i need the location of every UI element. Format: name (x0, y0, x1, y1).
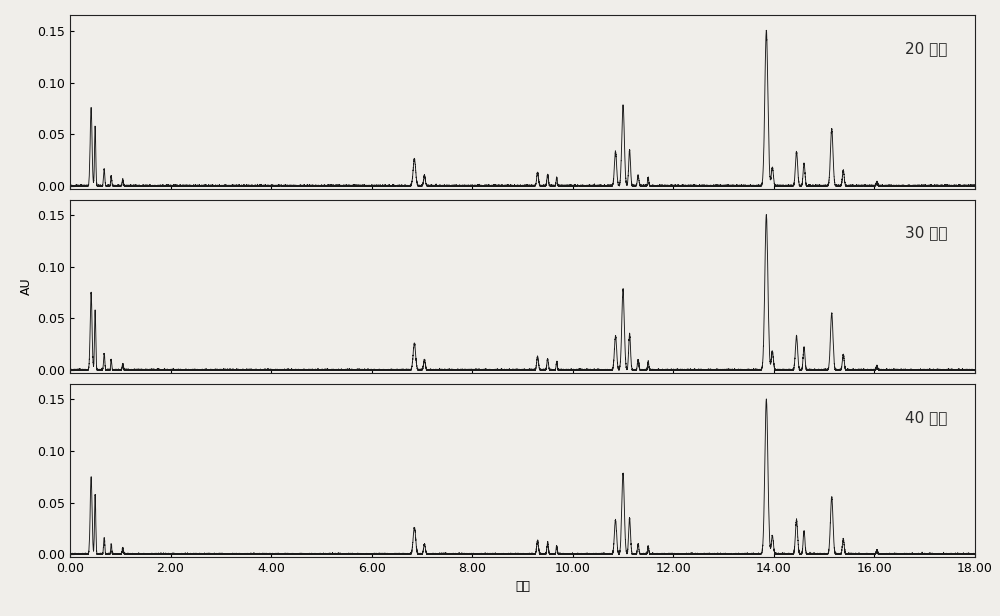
Text: 40 分钟: 40 分钟 (905, 410, 948, 425)
X-axis label: 分钟: 分钟 (515, 580, 530, 593)
Text: 30 分钟: 30 分钟 (905, 225, 948, 241)
Text: 20 分钟: 20 分钟 (905, 41, 948, 57)
Y-axis label: AU: AU (20, 278, 33, 295)
